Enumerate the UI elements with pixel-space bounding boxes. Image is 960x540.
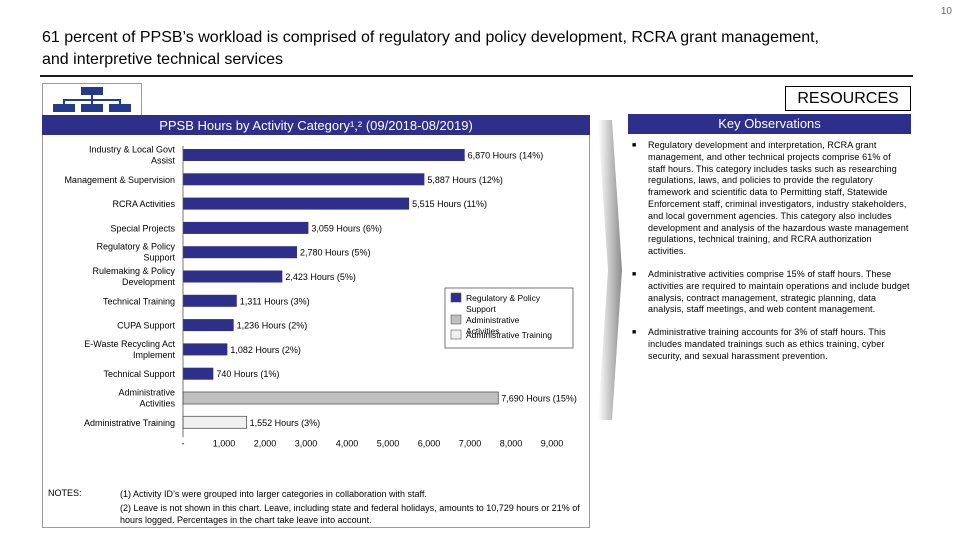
data-label: 1,552 Hours (3%) <box>250 418 321 428</box>
observation-item: ■ Administrative training accounts for 3%… <box>632 327 886 361</box>
observation-item: ■ Administrative activities comprise 15% … <box>632 268 910 315</box>
note-2: (2) Leave is not shown in this chart. Le… <box>120 503 580 525</box>
bar <box>183 197 410 210</box>
data-label: 740 Hours (1%) <box>216 369 279 379</box>
category-label: CUPA Support <box>117 321 175 331</box>
legend-swatch <box>450 314 462 325</box>
bullet-icon: ■ <box>632 142 637 149</box>
observations-list: ■ Regulatory development and interpretati… <box>632 140 910 374</box>
x-tick-label: 4,000 <box>336 438 359 448</box>
x-tick-label: 9,000 <box>541 438 564 448</box>
category-label: Regulatory & Policy <box>96 242 175 252</box>
bar <box>183 294 237 307</box>
note-1: (1) Activity ID’s were grouped into larg… <box>120 489 427 499</box>
category-label: Administrative Training <box>84 418 175 428</box>
observation-item: ■ Regulatory development and interpretati… <box>632 140 909 257</box>
data-label: 3,059 Hours (6%) <box>311 223 382 233</box>
bar <box>183 221 309 234</box>
bar <box>182 391 499 405</box>
legend-swatch <box>450 292 462 303</box>
legend-label: Regulatory & Policy <box>466 293 541 303</box>
category-label: Technical Support <box>103 369 175 379</box>
bullet-icon: ■ <box>632 329 637 337</box>
slide-title: 61 percent of PPSB’s workload is compris… <box>42 29 819 68</box>
bar <box>183 270 283 283</box>
category-label: Special Projects <box>110 223 175 233</box>
observations-header: Key Observations <box>628 114 911 134</box>
bar <box>182 415 248 429</box>
bar <box>183 246 297 259</box>
data-label: 1,311 Hours (3%) <box>240 296 310 306</box>
data-label: 1,082 Hours (2%) <box>230 345 301 355</box>
data-label: 2,780 Hours (5%) <box>300 248 371 258</box>
page-number: 10 <box>940 6 952 17</box>
legend-label: Support <box>466 304 496 314</box>
bar <box>183 343 228 356</box>
category-label: Management & Supervision <box>64 175 175 185</box>
legend-label: Activities <box>466 326 500 336</box>
data-label: 5,515 Hours (11%) <box>412 199 487 209</box>
category-label: Rulemaking & Policy <box>92 266 175 276</box>
data-label: 2,423 Hours (5%) <box>285 272 356 282</box>
category-label: Development <box>122 277 176 287</box>
category-label: RCRA Activities <box>112 199 175 209</box>
category-label: Activities <box>139 399 175 409</box>
x-tick-label: 1,000 <box>213 438 236 448</box>
chevron-arrow-icon <box>598 120 622 420</box>
x-tick-label: 3,000 <box>295 438 318 448</box>
x-tick-label: 7,000 <box>459 438 482 448</box>
bar <box>183 149 465 161</box>
chart-title: PPSB Hours by Activity Category¹,² (09/2… <box>42 115 590 135</box>
category-label: Administrative <box>118 388 175 398</box>
category-label: Technical Training <box>103 296 175 306</box>
category-label: Industry & Local Govt <box>89 145 176 155</box>
legend-swatch <box>450 329 462 340</box>
x-tick-label: - <box>182 438 185 448</box>
legend-box <box>444 287 574 349</box>
bar <box>183 173 425 186</box>
legend-label: Administrative Training <box>466 330 552 340</box>
resources-badge: RESOURCES <box>785 86 911 111</box>
data-label: 5,887 Hours (12%) <box>427 175 503 185</box>
x-tick-label: 2,000 <box>254 438 277 448</box>
bar <box>183 319 234 332</box>
bullet-icon: ■ <box>632 270 637 278</box>
data-label: 1,236 Hours (2%) <box>237 321 308 331</box>
bar <box>183 367 214 380</box>
category-label: Support <box>143 253 175 263</box>
x-tick-label: 6,000 <box>418 438 441 448</box>
title-divider <box>40 75 913 77</box>
org-chart-icon <box>42 83 142 117</box>
x-tick-label: 8,000 <box>500 438 523 448</box>
category-label: Implement <box>133 350 176 360</box>
data-label: 6,870 Hours (14%) <box>468 151 544 161</box>
notes-label: NOTES: <box>48 488 82 498</box>
legend-label: Administrative <box>466 315 520 325</box>
category-label: Assist <box>151 156 176 166</box>
category-label: E-Waste Recycling Act <box>84 339 175 349</box>
x-tick-label: 5,000 <box>377 438 400 448</box>
data-label: 7,690 Hours (15%) <box>501 394 577 404</box>
